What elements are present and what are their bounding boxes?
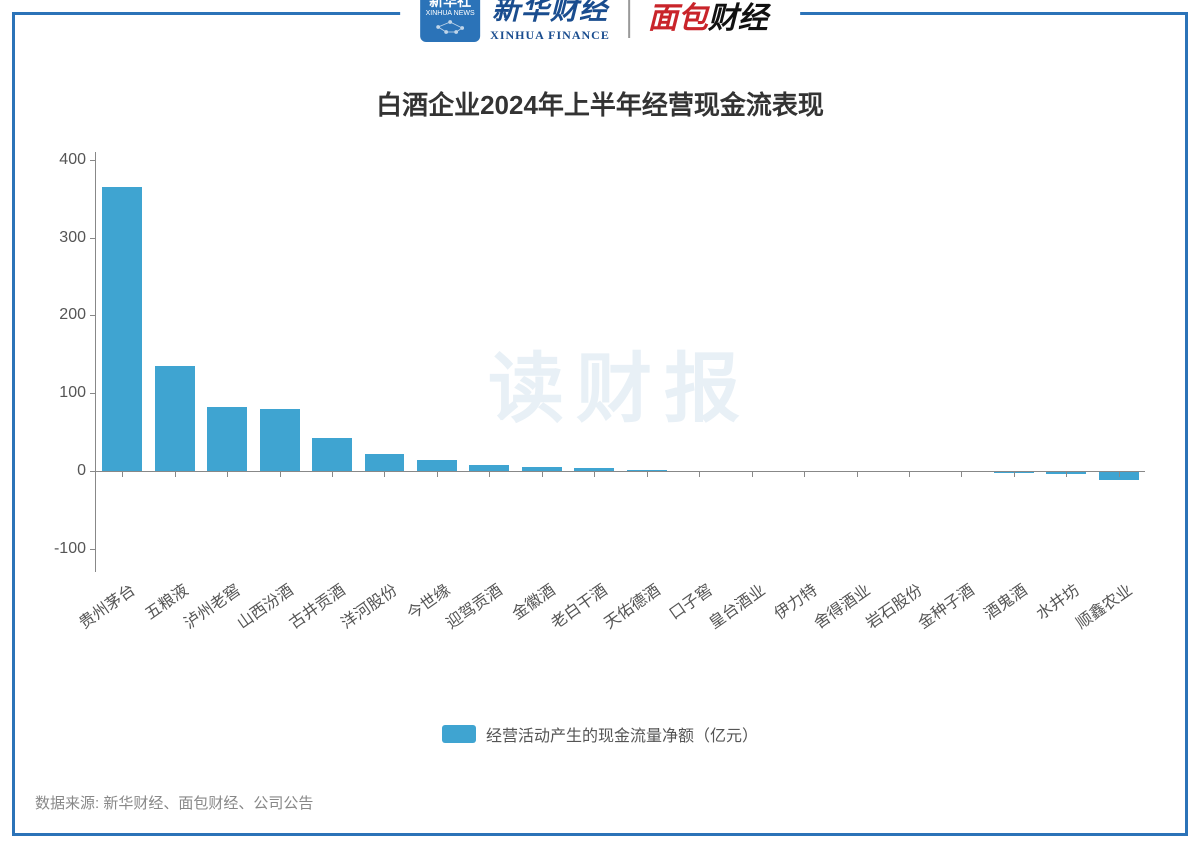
bar-slot: 口子窖 (673, 152, 725, 572)
xinhua-news-badge: 新华社 XINHUA NEWS (420, 0, 480, 42)
bar (155, 366, 195, 471)
x-axis-label: 酒鬼酒 (978, 577, 1031, 624)
x-axis-label: 金种子酒 (912, 577, 978, 633)
x-axis-label: 贵州茅台 (73, 577, 139, 633)
bar-slot: 山西汾酒 (253, 152, 305, 572)
bar-slot: 迎驾贡酒 (463, 152, 515, 572)
xinhua-finance-en: XINHUA FINANCE (490, 28, 610, 43)
xinhua-finance-logo: 新华财经 XINHUA FINANCE (490, 0, 610, 43)
bar-slot: 泸州老窖 (201, 152, 253, 572)
bar (207, 407, 247, 471)
x-axis-label: 皇台酒业 (703, 577, 769, 633)
mianbao-finance-logo: 面包财经 ® (648, 0, 780, 37)
header-logos: 新华社 XINHUA NEWS 新华财经 XINHUA FINANCE 面包财经… (400, 0, 800, 45)
y-tick-mark (90, 549, 96, 550)
bar-slot: 岩石股份 (883, 152, 935, 572)
x-axis-label: 迎驾贡酒 (440, 577, 506, 633)
x-axis-label: 洋河股份 (335, 577, 401, 633)
bar-slot: 水井坊 (1040, 152, 1092, 572)
x-axis-label: 老白干酒 (545, 577, 611, 633)
data-source: 数据来源: 新华财经、面包财经、公司公告 (35, 792, 313, 813)
bar-slot: 酒鬼酒 (988, 152, 1040, 572)
bar-slot: 洋河股份 (358, 152, 410, 572)
bars-container: 贵州茅台五粮液泸州老窖山西汾酒古井贡酒洋河股份今世缘迎驾贡酒金徽酒老白干酒天佑德… (96, 152, 1145, 572)
bar-slot: 顺鑫农业 (1093, 152, 1145, 572)
chart-title: 白酒企业2024年上半年经营现金流表现 (15, 85, 1185, 122)
xinhua-badge-cn: 新华社 (429, 0, 471, 10)
bar-slot: 古井贡酒 (306, 152, 358, 572)
x-axis-label: 泸州老窖 (178, 577, 244, 633)
y-tick-mark (90, 315, 96, 316)
bar-slot: 贵州茅台 (96, 152, 148, 572)
bar (102, 187, 142, 471)
xinhua-finance-cn: 新华财经 (492, 0, 608, 28)
bar (312, 438, 352, 471)
bar-slot: 五粮液 (148, 152, 200, 572)
bar (365, 454, 405, 471)
y-tick-mark (90, 393, 96, 394)
mianbao-red: 面包 (648, 2, 708, 35)
bar-slot: 伊力特 (778, 152, 830, 572)
network-icon (432, 18, 468, 36)
x-axis-label: 舍得酒业 (808, 577, 874, 633)
legend-label: 经营活动产生的现金流量净额（亿元） (486, 722, 758, 746)
plot-area: 贵州茅台五粮液泸州老窖山西汾酒古井贡酒洋河股份今世缘迎驾贡酒金徽酒老白干酒天佑德… (95, 152, 1145, 572)
chart-frame: 新华社 XINHUA NEWS 新华财经 XINHUA FINANCE 面包财经… (12, 12, 1188, 836)
bar (417, 460, 457, 471)
bar-slot: 今世缘 (411, 152, 463, 572)
bar-slot: 金种子酒 (935, 152, 987, 572)
y-tick-mark (90, 160, 96, 161)
x-axis-label: 顺鑫农业 (1070, 577, 1136, 633)
x-axis-label: 山西汾酒 (231, 577, 297, 633)
chart-legend: 经营活动产生的现金流量净额（亿元） (15, 722, 1185, 746)
xinhua-badge-en: XINHUA NEWS (426, 10, 475, 18)
bar-slot: 舍得酒业 (830, 152, 882, 572)
bar (260, 409, 300, 471)
zero-axis-line (96, 471, 1145, 472)
chart-area: 读财报 贵州茅台五粮液泸州老窖山西汾酒古井贡酒洋河股份今世缘迎驾贡酒金徽酒老白干… (95, 152, 1145, 632)
y-tick-mark (90, 238, 96, 239)
bar-slot: 皇台酒业 (725, 152, 777, 572)
logo-divider (628, 0, 630, 38)
mianbao-black: 财经 (708, 2, 768, 35)
bar-slot: 金徽酒 (516, 152, 568, 572)
x-axis-label: 天佑德酒 (598, 577, 664, 633)
bar-slot: 老白干酒 (568, 152, 620, 572)
bar-slot: 天佑德酒 (621, 152, 673, 572)
x-axis-label: 古井贡酒 (283, 577, 349, 633)
x-axis-label: 岩石股份 (860, 577, 926, 633)
legend-swatch (442, 725, 476, 743)
